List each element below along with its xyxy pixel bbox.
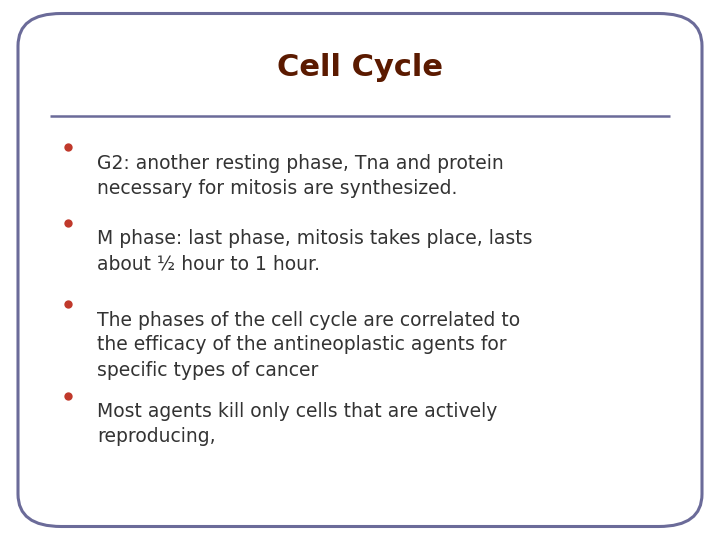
Text: Cell Cycle: Cell Cycle: [277, 53, 443, 82]
Text: G2: another resting phase, Tna and protein
necessary for mitosis are synthesized: G2: another resting phase, Tna and prote…: [97, 154, 504, 198]
Text: M phase: last phase, mitosis takes place, lasts
about ½ hour to 1 hour.: M phase: last phase, mitosis takes place…: [97, 230, 533, 273]
Text: The phases of the cell cycle are correlated to
the efficacy of the antineoplasti: The phases of the cell cycle are correla…: [97, 310, 521, 380]
FancyBboxPatch shape: [18, 14, 702, 526]
Text: Most agents kill only cells that are actively
reproducing,: Most agents kill only cells that are act…: [97, 402, 498, 446]
